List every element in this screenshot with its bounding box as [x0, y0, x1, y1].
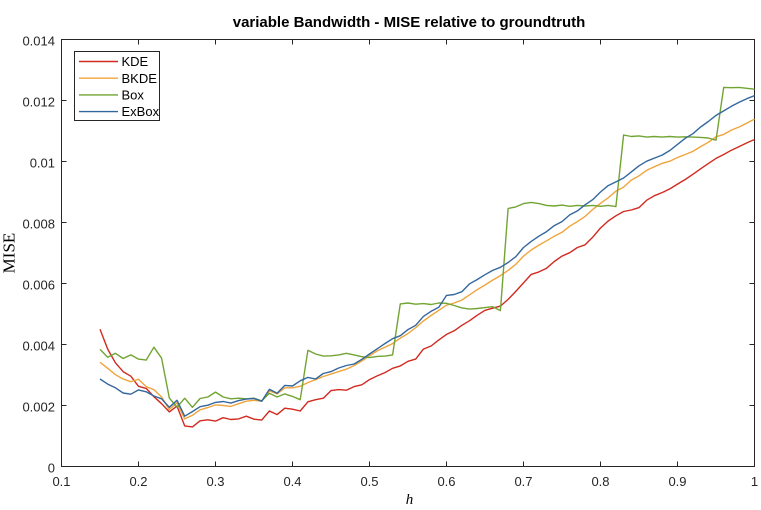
svg-text:Box: Box — [122, 88, 145, 103]
svg-text:0.008: 0.008 — [22, 217, 55, 232]
svg-text:0.6: 0.6 — [437, 474, 455, 489]
svg-text:0.7: 0.7 — [514, 474, 532, 489]
svg-text:0.4: 0.4 — [283, 474, 301, 489]
svg-text:0.012: 0.012 — [22, 95, 55, 110]
svg-text:0.014: 0.014 — [22, 34, 55, 49]
svg-text:0.006: 0.006 — [22, 278, 55, 293]
svg-text:0.3: 0.3 — [206, 474, 224, 489]
svg-text:ExBox: ExBox — [122, 104, 160, 119]
svg-text:0: 0 — [48, 461, 55, 476]
svg-text:0.004: 0.004 — [22, 339, 55, 354]
svg-text:0.2: 0.2 — [129, 474, 147, 489]
svg-text:0.9: 0.9 — [668, 474, 686, 489]
svg-text:0.1: 0.1 — [52, 474, 70, 489]
svg-text:variable Bandwidth - MISE rela: variable Bandwidth - MISE relative to gr… — [233, 14, 586, 31]
svg-text:KDE: KDE — [122, 54, 149, 69]
svg-text:h: h — [406, 492, 414, 508]
svg-text:1: 1 — [751, 474, 758, 489]
svg-text:BKDE: BKDE — [122, 71, 158, 86]
svg-text:0.002: 0.002 — [22, 400, 55, 415]
svg-text:0.01: 0.01 — [30, 156, 55, 171]
svg-text:0.5: 0.5 — [360, 474, 378, 489]
svg-text:0.8: 0.8 — [591, 474, 609, 489]
svg-text:MISE: MISE — [0, 233, 19, 274]
